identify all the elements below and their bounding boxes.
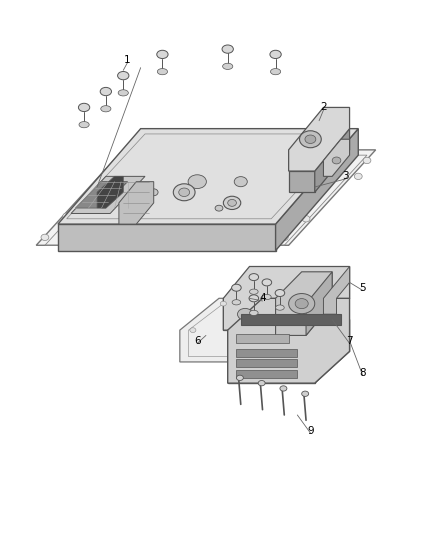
Text: 3: 3 [342,172,349,181]
Polygon shape [180,298,315,362]
Polygon shape [228,298,350,383]
Text: 2: 2 [320,102,327,112]
Polygon shape [58,128,358,224]
Polygon shape [223,266,350,330]
Polygon shape [306,272,332,335]
Ellipse shape [223,196,241,209]
Ellipse shape [289,294,315,314]
Ellipse shape [250,310,258,316]
Ellipse shape [149,189,158,196]
Polygon shape [223,298,323,330]
Text: 5: 5 [359,282,366,293]
Text: 6: 6 [194,336,201,346]
Ellipse shape [250,289,258,294]
Ellipse shape [302,216,310,222]
Ellipse shape [85,192,92,198]
Ellipse shape [272,354,279,359]
Ellipse shape [295,298,308,309]
Ellipse shape [215,149,223,156]
Ellipse shape [249,273,258,280]
Ellipse shape [222,45,233,53]
Ellipse shape [346,149,353,156]
Text: 1: 1 [124,55,131,64]
Ellipse shape [270,50,281,59]
Ellipse shape [188,175,206,189]
Ellipse shape [232,284,241,291]
Text: 7: 7 [346,336,353,346]
Ellipse shape [128,152,136,158]
Ellipse shape [271,69,281,75]
Ellipse shape [190,328,196,333]
Polygon shape [289,171,315,192]
Bar [237,334,289,343]
Polygon shape [58,224,276,251]
Ellipse shape [41,234,49,240]
Bar [237,370,297,378]
Ellipse shape [280,234,288,240]
Ellipse shape [157,50,168,59]
Ellipse shape [101,106,111,112]
Ellipse shape [117,71,129,80]
Polygon shape [276,272,332,335]
Ellipse shape [220,301,226,306]
Ellipse shape [363,157,371,164]
Ellipse shape [228,199,237,206]
Ellipse shape [300,131,321,148]
Text: 8: 8 [359,368,366,377]
Ellipse shape [262,294,271,300]
Ellipse shape [215,205,223,211]
Polygon shape [323,139,350,176]
Bar [237,359,297,367]
Ellipse shape [223,63,233,69]
Ellipse shape [79,122,89,128]
Ellipse shape [280,386,287,391]
Ellipse shape [275,289,285,296]
Polygon shape [228,351,315,383]
Text: 4: 4 [259,293,266,303]
Ellipse shape [172,149,180,156]
Ellipse shape [249,295,258,302]
Ellipse shape [232,300,241,305]
Ellipse shape [276,305,284,310]
Ellipse shape [303,328,309,333]
Polygon shape [315,128,350,192]
Ellipse shape [258,149,266,156]
Polygon shape [75,182,127,208]
Ellipse shape [118,90,128,96]
Ellipse shape [78,103,90,111]
Ellipse shape [332,157,341,164]
Ellipse shape [173,184,195,201]
Polygon shape [119,182,154,224]
Ellipse shape [100,87,112,95]
Ellipse shape [157,69,167,75]
Ellipse shape [302,391,309,397]
Polygon shape [323,266,350,314]
Polygon shape [315,319,350,383]
Polygon shape [97,176,123,208]
Ellipse shape [179,188,190,197]
Polygon shape [276,128,358,251]
Ellipse shape [63,213,71,219]
Polygon shape [289,108,350,171]
Polygon shape [36,150,376,245]
Polygon shape [323,266,350,330]
Ellipse shape [234,176,247,187]
Ellipse shape [258,381,265,386]
Text: 9: 9 [307,426,314,436]
Ellipse shape [106,171,114,177]
Ellipse shape [354,173,362,180]
Bar [237,349,297,357]
Ellipse shape [237,375,244,381]
Ellipse shape [305,135,316,143]
Polygon shape [71,176,145,214]
Ellipse shape [237,309,253,320]
Ellipse shape [262,279,272,286]
Ellipse shape [302,149,310,156]
Polygon shape [241,314,341,325]
